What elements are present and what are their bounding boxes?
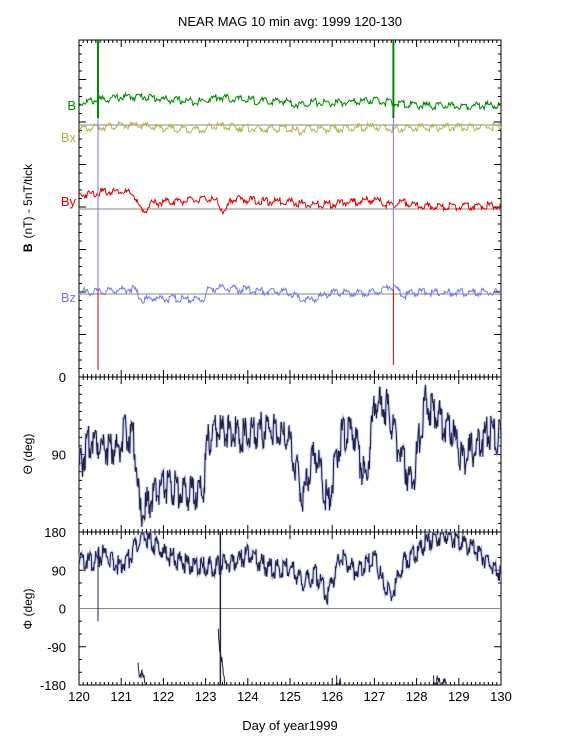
theta-line xyxy=(78,384,502,527)
b-field-panel: 0 B Bx By Bz xyxy=(59,39,502,385)
series-bz-line xyxy=(78,282,502,304)
theta-axis-label: Θ (deg) xyxy=(21,434,35,475)
x-tick-label: 124 xyxy=(237,689,259,704)
series-bx-line xyxy=(78,120,502,137)
x-axis-label: Day of year1999 xyxy=(242,718,337,733)
series-b-line xyxy=(78,91,502,112)
phi-wrap-segment xyxy=(217,628,226,686)
series-bz-label: Bz xyxy=(61,290,76,305)
b-zero-label: 0 xyxy=(59,370,66,385)
series-by-label: By xyxy=(61,194,77,209)
theta-spread xyxy=(77,384,503,527)
b-axis-label: B (nT) - 5nT/tick xyxy=(21,163,35,252)
phi-wrap-segment xyxy=(433,674,447,686)
x-tick-label: 123 xyxy=(195,689,217,704)
phi-wrap-segment xyxy=(137,662,147,686)
x-tick-label: 120 xyxy=(68,689,90,704)
phi-wrap-segment xyxy=(335,675,342,686)
b-axis-label-units: (nT) - 5nT/tick xyxy=(21,163,35,239)
x-tick-label: 125 xyxy=(279,689,301,704)
chart-title: NEAR MAG 10 min avg: 1999 120-130 xyxy=(178,14,402,29)
series-b-label: B xyxy=(67,98,76,113)
series-bx-label: Bx xyxy=(61,130,77,145)
phi-tick-label: 180 xyxy=(44,525,66,540)
x-tick-label: 130 xyxy=(490,689,512,704)
x-tick-label: 122 xyxy=(153,689,175,704)
x-tick-label: 126 xyxy=(321,689,343,704)
phi-axis-label: Φ (deg) xyxy=(21,589,35,630)
theta-tick-label: 90 xyxy=(52,448,66,463)
phi-tick-label: -180 xyxy=(40,678,66,693)
x-tick-label: 127 xyxy=(364,689,386,704)
phi-tick-label: -90 xyxy=(47,640,66,655)
b-axis-label-symbol: B xyxy=(21,243,35,252)
phi-tick-label: 0 xyxy=(59,602,66,617)
x-tick-label: 121 xyxy=(110,689,132,704)
x-tick-label: 129 xyxy=(448,689,470,704)
x-tick-label: 128 xyxy=(406,689,428,704)
phi-line xyxy=(78,531,502,605)
phi-tick-label: 90 xyxy=(52,563,66,578)
series-by-line xyxy=(78,187,502,216)
theta-panel: 90 xyxy=(52,376,503,533)
